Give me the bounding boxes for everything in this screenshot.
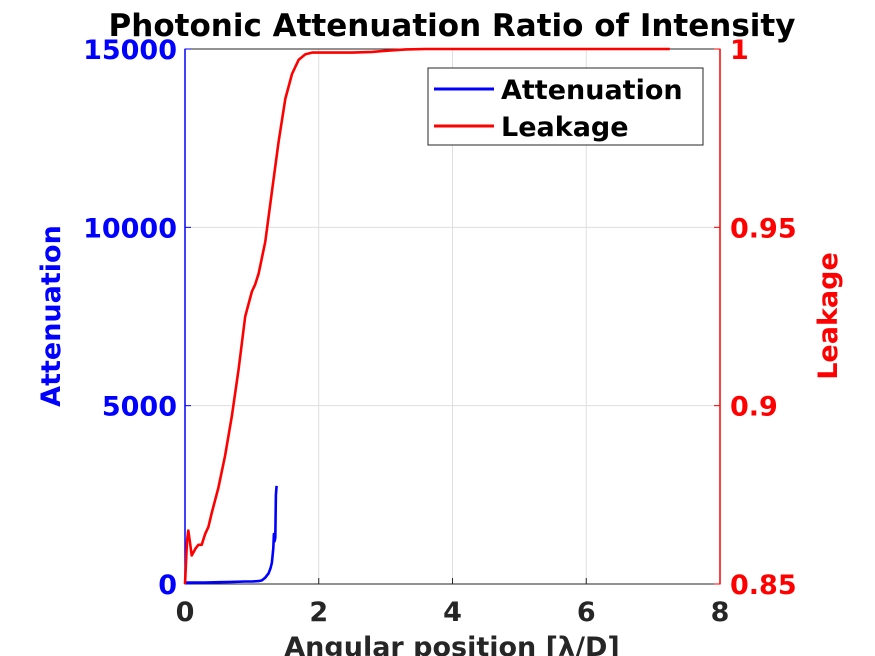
x-tick-label: 2 xyxy=(309,597,328,628)
y-right-tick-label: 1 xyxy=(730,35,749,66)
y-left-tick-label: 15000 xyxy=(83,35,177,66)
y-left-tick-label: 5000 xyxy=(102,392,177,423)
legend-entry-attenuation: Attenuation xyxy=(501,75,683,106)
y-axis-label-left: Attenuation xyxy=(36,225,67,407)
y-left-tick-label: 0 xyxy=(158,570,177,601)
x-tick-label: 8 xyxy=(711,597,730,628)
y-left-tick-label: 10000 xyxy=(83,213,177,244)
y-axis-right: 0.85 0.9 0.95 1 xyxy=(714,35,797,601)
chart-title: Photonic Attenuation Ratio of Intensity xyxy=(109,8,796,44)
x-axis-label: Angular position [λ/D] xyxy=(284,632,619,656)
series-lines xyxy=(183,47,670,585)
x-axis: 0 2 4 6 8 xyxy=(176,578,730,628)
y-right-tick-label: 0.85 xyxy=(730,570,797,601)
legend-box xyxy=(427,67,704,146)
legend-entry-leakage: Leakage xyxy=(501,112,629,143)
series-line-attenuation xyxy=(185,485,278,584)
y-axis-left: 0 5000 10000 15000 xyxy=(83,35,191,601)
y-right-tick-label: 0.9 xyxy=(730,392,778,423)
x-tick-label: 6 xyxy=(577,597,596,628)
legend: Attenuation Leakage xyxy=(427,67,704,146)
x-tick-label: 0 xyxy=(176,597,195,628)
x-tick-label: 4 xyxy=(443,597,462,628)
y-axis-label-right: Leakage xyxy=(813,252,844,380)
series-line-leakage xyxy=(183,47,670,585)
y-right-tick-label: 0.95 xyxy=(730,213,797,244)
